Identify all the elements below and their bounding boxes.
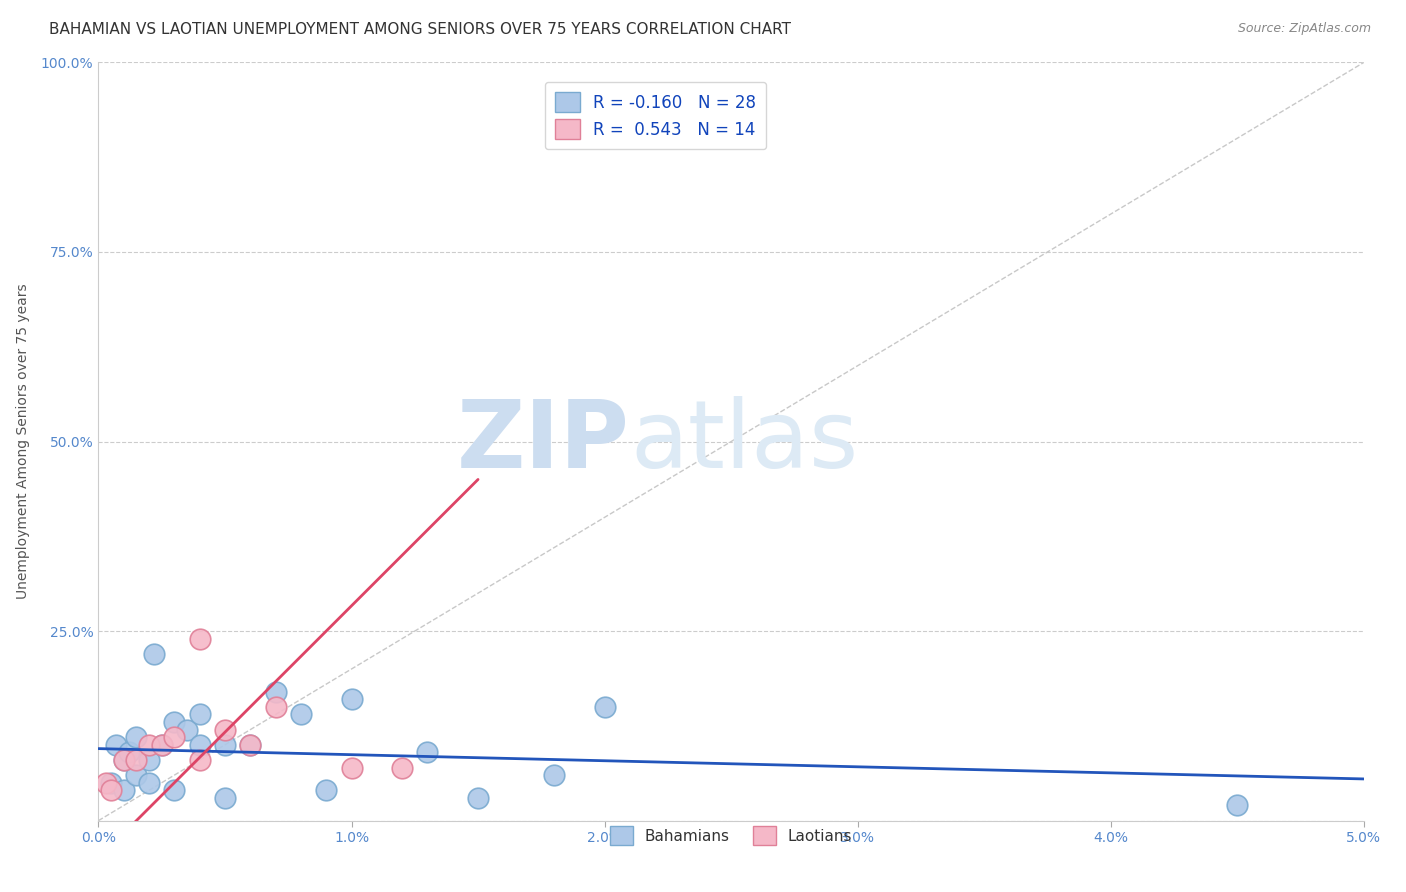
Point [340, 760, 363, 774]
Point [163, 730, 186, 744]
Y-axis label: Unemployment Among Seniors over 75 years: Unemployment Among Seniors over 75 years [15, 284, 30, 599]
Point [264, 699, 287, 714]
Legend: Bahamians, Laotians: Bahamians, Laotians [603, 820, 859, 851]
Point [315, 783, 337, 797]
Point [188, 738, 211, 752]
Point [416, 746, 439, 760]
Point [125, 753, 148, 767]
Point [391, 760, 413, 774]
Point [543, 768, 565, 782]
Point [176, 723, 198, 737]
Point [100, 776, 122, 790]
Point [467, 791, 489, 805]
Text: BAHAMIAN VS LAOTIAN UNEMPLOYMENT AMONG SENIORS OVER 75 YEARS CORRELATION CHART: BAHAMIAN VS LAOTIAN UNEMPLOYMENT AMONG S… [49, 22, 792, 37]
Point [143, 647, 166, 661]
Point [138, 776, 160, 790]
Point [214, 738, 236, 752]
Point [150, 738, 173, 752]
Point [239, 738, 262, 752]
Point [188, 707, 211, 722]
Point [290, 707, 312, 722]
Point [112, 753, 135, 767]
Point [150, 738, 173, 752]
Text: atlas: atlas [630, 395, 858, 488]
Point [125, 768, 148, 782]
Point [593, 699, 616, 714]
Point [239, 738, 262, 752]
Point [264, 685, 287, 699]
Point [188, 632, 211, 646]
Point [138, 753, 160, 767]
Text: Source: ZipAtlas.com: Source: ZipAtlas.com [1237, 22, 1371, 36]
Point [125, 730, 148, 744]
Point [188, 753, 211, 767]
Point [112, 753, 135, 767]
Point [1226, 798, 1249, 813]
Point [138, 738, 160, 752]
Point [118, 746, 141, 760]
Text: ZIP: ZIP [457, 395, 630, 488]
Point [112, 783, 135, 797]
Point [105, 738, 128, 752]
Point [100, 783, 122, 797]
Point [214, 791, 236, 805]
Point [163, 715, 186, 730]
Point [163, 783, 186, 797]
Point [214, 723, 236, 737]
Point [94, 776, 117, 790]
Point [340, 692, 363, 706]
